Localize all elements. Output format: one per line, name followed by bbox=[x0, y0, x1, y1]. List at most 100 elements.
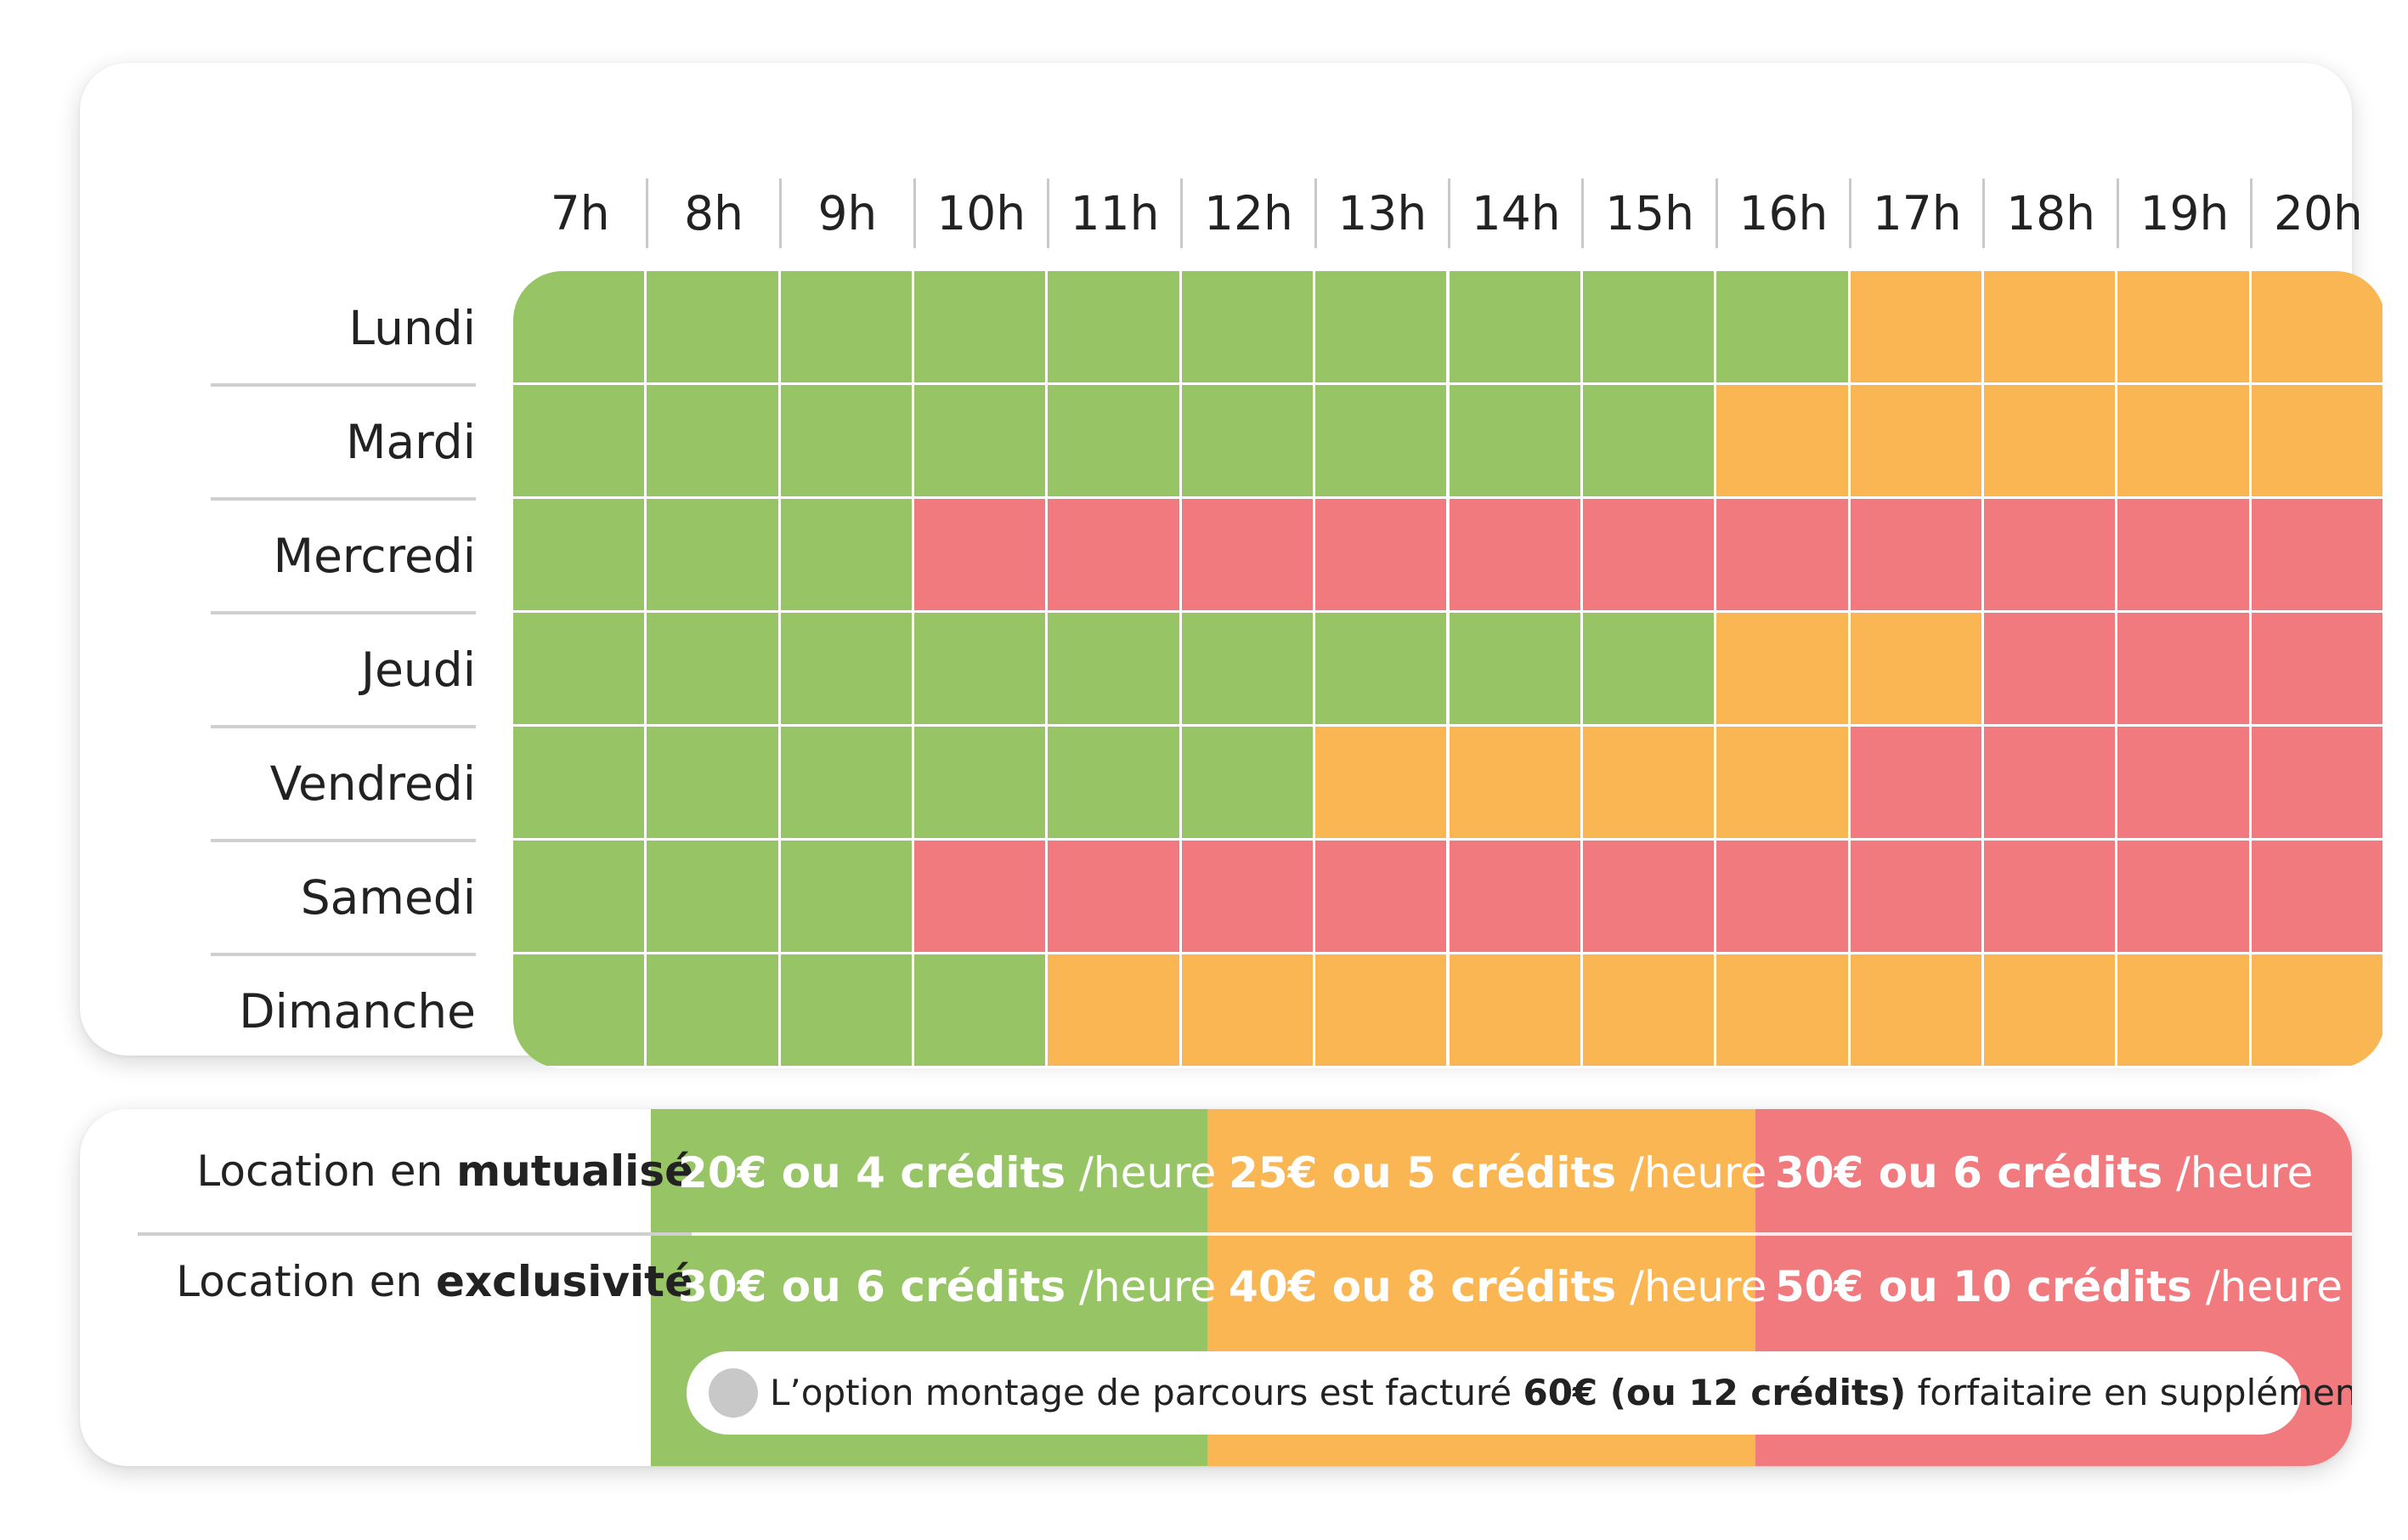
hour-label: 17h bbox=[1872, 186, 1962, 241]
schedule-cell bbox=[1449, 499, 1580, 610]
schedule-cell bbox=[1181, 499, 1314, 610]
schedule-cell bbox=[1315, 271, 1447, 382]
price-exclusivite-orange: 40€ ou 8 crédits /heure bbox=[1229, 1262, 1767, 1311]
schedule-cell bbox=[2117, 385, 2249, 496]
hour-label: 13h bbox=[1337, 186, 1427, 241]
schedule-cell bbox=[1582, 727, 1715, 838]
schedule-cell bbox=[1850, 385, 1981, 496]
day-separator bbox=[211, 725, 476, 728]
schedule-cell bbox=[2117, 613, 2249, 724]
hour-separator bbox=[1180, 178, 1184, 248]
schedule-cell bbox=[647, 954, 778, 1066]
schedule-cell bbox=[914, 841, 1046, 952]
schedule-cell bbox=[2117, 499, 2249, 610]
row-label-separator bbox=[138, 1232, 692, 1236]
schedule-cell bbox=[1315, 385, 1447, 496]
schedule-cell bbox=[1716, 727, 1848, 838]
hour-separator bbox=[2116, 178, 2119, 248]
schedule-cell bbox=[1582, 499, 1715, 610]
info-dot-icon bbox=[709, 1368, 758, 1418]
hour-label: 16h bbox=[1738, 186, 1829, 241]
schedule-cell bbox=[1582, 613, 1715, 724]
day-separator bbox=[211, 953, 476, 956]
schedule-cell bbox=[780, 385, 913, 496]
schedule-cell bbox=[1449, 954, 1580, 1066]
price-mutualise-red: 30€ ou 6 crédits /heure bbox=[1775, 1148, 2314, 1197]
schedule-cell bbox=[1983, 385, 2116, 496]
schedule-cell bbox=[1181, 385, 1314, 496]
schedule-cell bbox=[2117, 841, 2249, 952]
schedule-cell bbox=[1983, 954, 2116, 1066]
day-separator bbox=[211, 497, 476, 501]
pricing-card: Location en mutualisé Location en exclus… bbox=[80, 1109, 2352, 1466]
row-label-exclusivite: Location en exclusivité bbox=[176, 1257, 693, 1306]
hour-separator bbox=[1982, 178, 1986, 248]
schedule-cell bbox=[513, 613, 645, 724]
schedule-cell bbox=[2251, 613, 2383, 724]
option-note-text: L’option montage de parcours est facturé… bbox=[770, 1372, 2352, 1413]
schedule-card: 7h 8h 9h 10h 11h 12h 13h 14h 15h 16h 17h 18h 19h 20h … bbox=[80, 63, 2385, 1068]
hour-separator bbox=[645, 178, 648, 248]
schedule-cell bbox=[647, 841, 778, 952]
hour-separator bbox=[913, 178, 916, 248]
hour-label: 12h bbox=[1204, 186, 1293, 241]
schedule-cell bbox=[914, 271, 1046, 382]
schedule-cell bbox=[1716, 385, 1848, 496]
schedule-cell bbox=[1048, 841, 1179, 952]
schedule-cell bbox=[647, 385, 778, 496]
hour-separator bbox=[1581, 178, 1585, 248]
schedule-cell bbox=[780, 954, 913, 1066]
day-label: Mercredi bbox=[273, 529, 476, 583]
price-mutualise-green: 20€ ou 4 crédits /heure bbox=[678, 1148, 1217, 1197]
schedule-cell bbox=[1048, 385, 1179, 496]
day-separator bbox=[211, 839, 476, 842]
hour-separator bbox=[2250, 178, 2253, 248]
schedule-cell bbox=[1181, 271, 1314, 382]
schedule-cell bbox=[2251, 841, 2383, 952]
hour-separator bbox=[779, 178, 783, 248]
schedule-cell bbox=[1850, 613, 1981, 724]
schedule-cell bbox=[1181, 727, 1314, 838]
schedule-cell bbox=[1048, 499, 1179, 610]
schedule-cell bbox=[1582, 841, 1715, 952]
schedule-cell bbox=[2117, 271, 2249, 382]
schedule-cell bbox=[780, 499, 913, 610]
price-exclusivite-green: 30€ ou 6 crédits /heure bbox=[678, 1262, 1217, 1311]
schedule-cell bbox=[2117, 727, 2249, 838]
schedule-cell bbox=[1850, 271, 1981, 382]
schedule-cell bbox=[1582, 385, 1715, 496]
schedule-cell bbox=[513, 271, 645, 382]
hour-label: 7h bbox=[550, 186, 610, 241]
schedule-cell bbox=[1315, 954, 1447, 1066]
hour-label: 9h bbox=[817, 186, 878, 241]
schedule-cell bbox=[1983, 499, 2116, 610]
schedule-cell bbox=[513, 841, 645, 952]
hour-label: 14h bbox=[1471, 186, 1561, 241]
schedule-cell bbox=[1048, 271, 1179, 382]
day-label: Vendredi bbox=[269, 756, 476, 811]
schedule-grid bbox=[513, 271, 2385, 1068]
schedule-cell bbox=[1850, 954, 1981, 1066]
schedule-cell bbox=[1582, 954, 1715, 1066]
band-separator bbox=[651, 1232, 2352, 1236]
schedule-cell bbox=[780, 841, 913, 952]
day-label: Lundi bbox=[348, 301, 476, 355]
schedule-cell bbox=[914, 499, 1046, 610]
schedule-cell bbox=[2251, 385, 2383, 496]
price-exclusivite-red: 50€ ou 10 crédits /heure bbox=[1775, 1262, 2343, 1311]
schedule-cell bbox=[2251, 727, 2383, 838]
schedule-cell bbox=[780, 271, 913, 382]
schedule-cell bbox=[1181, 954, 1314, 1066]
day-separator bbox=[211, 383, 476, 387]
day-label: Mardi bbox=[346, 415, 476, 469]
schedule-cell bbox=[1983, 727, 2116, 838]
hour-separator bbox=[1715, 178, 1718, 248]
schedule-cell bbox=[914, 613, 1046, 724]
hour-separator bbox=[1314, 178, 1317, 248]
day-label: Jeudi bbox=[360, 643, 476, 697]
schedule-cell bbox=[1315, 727, 1447, 838]
schedule-cell bbox=[1850, 841, 1981, 952]
option-note: L’option montage de parcours est facturé… bbox=[687, 1351, 2352, 1435]
schedule-cell bbox=[2251, 271, 2383, 382]
schedule-cell bbox=[780, 727, 913, 838]
